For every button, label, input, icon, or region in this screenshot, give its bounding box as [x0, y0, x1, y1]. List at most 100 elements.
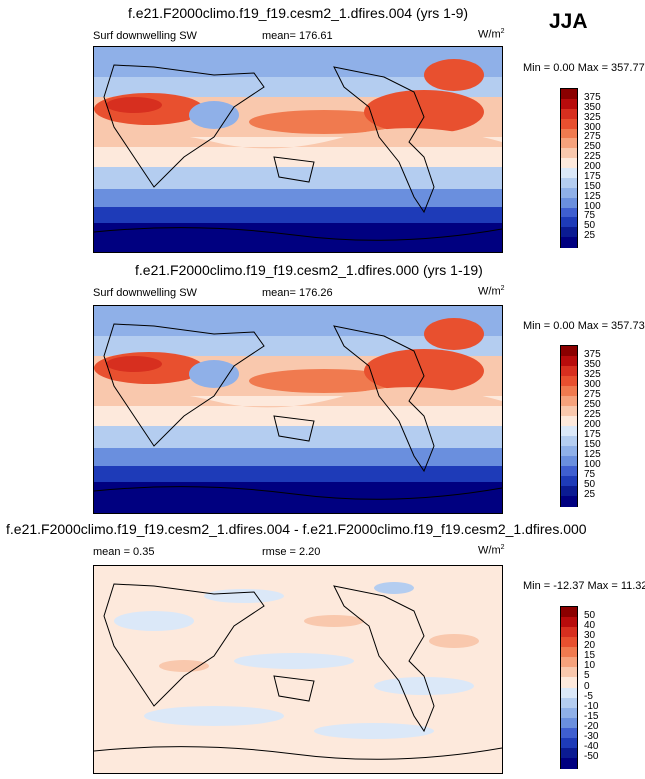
panel3-minmax: Min = -12.37 Max = 11.32: [523, 580, 645, 592]
coast-old-world: [103, 64, 265, 188]
panel1-map: [93, 46, 503, 253]
neg-patch-7: [374, 582, 414, 594]
panel3-map: [93, 565, 503, 774]
colorbar-tick-label: 325: [584, 369, 601, 380]
neg-patch-3: [374, 677, 474, 695]
colorbar-tick-label: 100: [584, 200, 601, 212]
panel3-units: W/m2: [478, 544, 505, 557]
coast-old-world: [103, 323, 265, 447]
colorbar-tick-label: 250: [584, 141, 601, 153]
colorbar-swatch: [561, 108, 577, 120]
south-mid-band: [94, 167, 502, 189]
colorbar-swatch: [561, 158, 577, 169]
neg-patch-5: [314, 723, 434, 739]
coast-americas: [333, 325, 435, 473]
colorbar-swatch: [561, 486, 577, 497]
colorbar-swatch: [561, 148, 577, 159]
colorbar-tick-label: 75: [584, 210, 596, 222]
panel3-rmse: rmse = 2.20: [262, 546, 321, 558]
neg-patch-6: [204, 589, 284, 603]
colorbar-swatch: [561, 426, 577, 437]
colorbar-swatch: [561, 747, 577, 759]
colorbar-swatch: [561, 416, 577, 427]
colorbar-swatch: [561, 207, 577, 218]
colorbar-swatch: [561, 386, 577, 397]
south-mid-band: [94, 426, 502, 448]
panel1-mean: mean= 176.61: [262, 30, 333, 42]
colorbar-swatch: [561, 436, 577, 447]
colorbar-swatch: [561, 138, 577, 149]
colorbar-tick-label: 225: [584, 409, 601, 420]
neg-patch-4: [144, 706, 284, 726]
neg-patch-1: [114, 611, 194, 631]
panel1-title: f.e21.F2000climo.f19_f19.cesm2_1.dfires.…: [128, 5, 469, 21]
coast-antarctica: [94, 486, 502, 500]
colorbar-swatch: [561, 677, 577, 688]
colorbar-tick-label: 225: [584, 151, 601, 163]
colorbar-swatch: [561, 687, 577, 699]
colorbar-swatch: [561, 707, 577, 719]
colorbar-swatch: [561, 737, 577, 749]
panel2-colorbar: [560, 345, 578, 507]
colorbar-tick-label: 275: [584, 131, 601, 143]
colorbar-tick-label: 125: [584, 449, 601, 460]
panel2-field: [94, 306, 502, 513]
colorbar-tick-label: 350: [584, 359, 601, 370]
colorbar-swatch: [561, 237, 577, 248]
colorbar-swatch: [561, 446, 577, 457]
coast-americas: [333, 66, 435, 214]
colorbar-swatch: [561, 366, 577, 377]
pacific-high: [249, 110, 399, 134]
colorbar-swatch: [561, 657, 577, 668]
colorbar-tick-label: 250: [584, 399, 601, 410]
panel3-colorbar: [560, 606, 578, 769]
colorbar-swatch: [561, 607, 577, 618]
colorbar-tick-label: 25: [584, 489, 596, 500]
colorbar-tick-label: 50: [584, 479, 596, 490]
colorbar-tick-label: 10: [584, 660, 596, 672]
panel2-map: [93, 305, 503, 514]
panel2-units: W/m2: [478, 285, 505, 298]
colorbar-tick-label: 275: [584, 389, 601, 400]
panel1-field: [94, 47, 502, 252]
pos-patch-3: [429, 634, 479, 648]
pos-patch-2: [304, 615, 364, 627]
colorbar-tick-label: -30: [584, 730, 599, 742]
colorbar-tick-label: 150: [584, 180, 601, 192]
colorbar-tick-label: 200: [584, 161, 601, 172]
colorbar-swatch: [561, 177, 577, 189]
colorbar-tick-label: 25: [584, 230, 596, 242]
colorbar-tick-label: 200: [584, 419, 601, 430]
colorbar-tick-label: -5: [584, 690, 593, 702]
colorbar-swatch: [561, 128, 577, 139]
colorbar-swatch: [561, 617, 577, 628]
panel1-units: W/m2: [478, 28, 505, 41]
coast-antarctica: [94, 227, 502, 241]
colorbar-swatch: [561, 89, 577, 100]
colorbar-swatch: [561, 727, 577, 739]
south-band: [94, 189, 502, 207]
colorbar-swatch: [561, 717, 577, 729]
subtropic-swirl: [94, 128, 502, 149]
colorbar-tick-label: 350: [584, 101, 601, 113]
pacific-high: [249, 369, 399, 393]
coast-americas: [333, 585, 435, 733]
southern-ocean-band: [94, 466, 502, 482]
southern-ocean-band: [94, 207, 502, 223]
colorbar-tick-label: -15: [584, 710, 599, 722]
panel1-variable: Surf downwelling SW: [93, 30, 197, 42]
colorbar-tick-label: -20: [584, 720, 599, 732]
colorbar-swatch: [561, 627, 577, 638]
colorbar-swatch: [561, 118, 577, 129]
colorbar-swatch: [561, 356, 577, 367]
panel3-mean: mean = 0.35: [93, 546, 155, 558]
colorbar-swatch: [561, 697, 577, 709]
panel2-mean: mean= 176.26: [262, 287, 333, 299]
colorbar-swatch: [561, 647, 577, 658]
colorbar-tick-label: -10: [584, 700, 599, 712]
colorbar-tick-label: 75: [584, 469, 596, 480]
colorbar-tick-label: 30: [584, 630, 596, 642]
subtropic-swirl: [94, 387, 502, 408]
colorbar-swatch: [561, 396, 577, 407]
season-label: JJA: [549, 10, 588, 33]
